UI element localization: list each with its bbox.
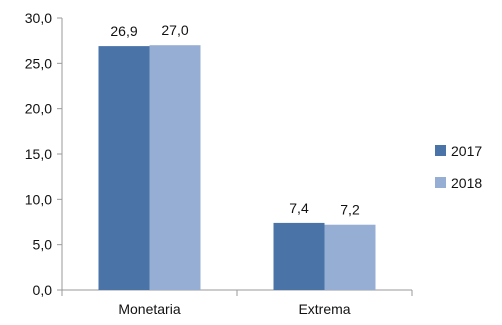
- x-tick-label: Monetaria: [118, 301, 180, 317]
- data-label: 26,9: [110, 23, 137, 39]
- data-labels: 26,9 27,0 7,4 7,2: [110, 22, 360, 218]
- y-tick-label: 20,0: [25, 101, 52, 117]
- y-tick-label: 5,0: [33, 237, 53, 253]
- legend: 2017 2018: [435, 143, 482, 191]
- x-tick-label: Extrema: [298, 301, 350, 317]
- bar-2018-monetaria: [149, 45, 201, 291]
- legend-swatch-2017: [435, 145, 446, 156]
- data-label: 7,4: [289, 200, 309, 216]
- legend-swatch-2018: [435, 177, 446, 188]
- bar-2017-monetaria: [98, 46, 150, 291]
- legend-label-2018: 2018: [451, 175, 482, 191]
- data-label: 27,0: [161, 22, 188, 38]
- bar-2018-extrema: [324, 224, 376, 290]
- y-tick-label: 10,0: [25, 191, 52, 207]
- axes: 0,0 5,0 10,0 15,0 20,0 25,0 30,0 Monetaria Extre…: [25, 10, 413, 317]
- y-tick-label: 15,0: [25, 146, 52, 162]
- y-tick-label: 0,0: [33, 282, 53, 298]
- legend-label-2017: 2017: [451, 143, 482, 159]
- data-label: 7,2: [340, 202, 360, 218]
- bars: [98, 45, 376, 291]
- bar-2017-extrema: [273, 222, 325, 290]
- y-tick-label: 25,0: [25, 55, 52, 71]
- y-tick-label: 30,0: [25, 10, 52, 26]
